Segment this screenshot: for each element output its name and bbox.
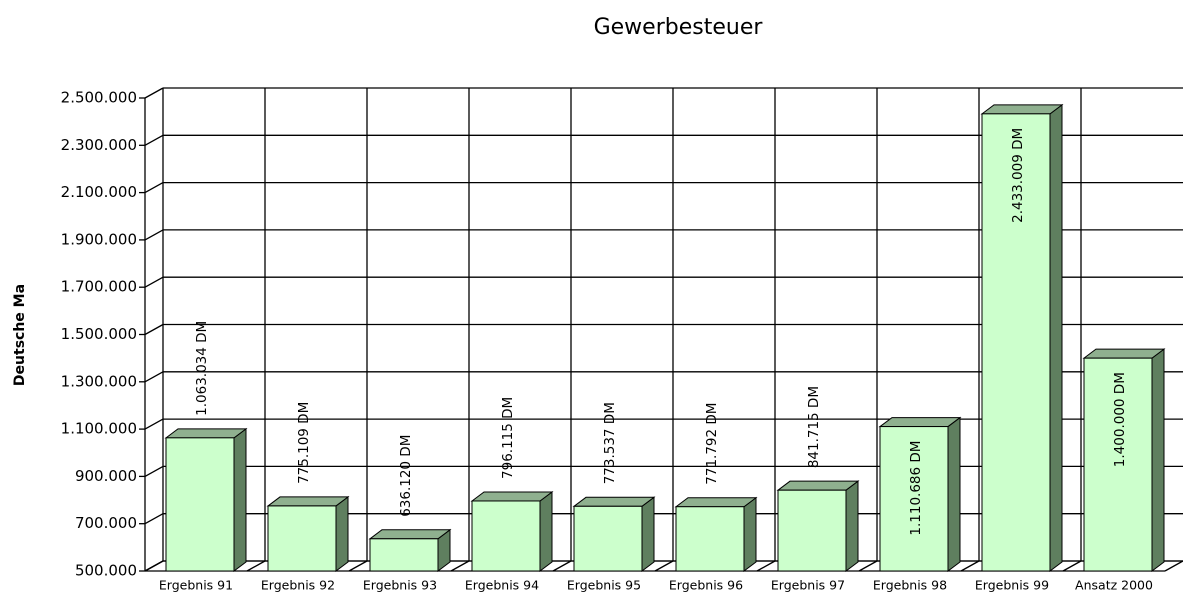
bar <box>369 538 439 572</box>
grid-line <box>144 229 164 241</box>
floor-divider <box>450 560 470 572</box>
bar-top <box>164 428 248 439</box>
x-tick-label: Ergebnis 99 <box>975 578 1049 593</box>
bar <box>675 506 745 572</box>
floor-divider <box>858 560 878 572</box>
bar <box>267 505 337 572</box>
bar-side <box>335 495 349 572</box>
bar-top <box>878 417 962 428</box>
x-tick-label: Ergebnis 97 <box>771 578 845 593</box>
grid-line <box>144 134 164 146</box>
bar-side <box>1049 103 1063 572</box>
floor-divider <box>1164 560 1183 572</box>
bar-side <box>743 496 757 572</box>
bar <box>1083 357 1153 572</box>
x-tick-label: Ergebnis 95 <box>567 578 641 593</box>
bar-side <box>1151 348 1165 572</box>
bar <box>777 489 847 572</box>
y-tick-label: 1.700.000 <box>61 278 137 296</box>
y-tick-label: 1.500.000 <box>61 325 137 343</box>
x-tick-label: Ergebnis 94 <box>465 578 539 593</box>
y-tick-label: 1.100.000 <box>61 420 137 438</box>
bar-side <box>233 427 247 572</box>
bar <box>573 505 643 572</box>
grid-line <box>144 182 164 194</box>
floor-divider <box>756 560 776 572</box>
bar-top <box>266 496 350 507</box>
value-label: 775.109 DM <box>296 402 312 484</box>
grid-line <box>144 276 164 288</box>
bar-top <box>470 491 554 502</box>
y-tick-label: 500.000 <box>75 562 137 580</box>
bar-side <box>845 480 859 572</box>
bar-side <box>539 490 553 572</box>
value-label: 841.715 DM <box>806 386 822 468</box>
value-label: 1.110.686 DM <box>908 441 924 536</box>
value-label: 2.433.009 DM <box>1010 128 1026 223</box>
value-label: 796.115 DM <box>500 397 516 479</box>
y-axis-label: Deutsche Ma <box>12 284 28 386</box>
x-tick-label: Ergebnis 93 <box>363 578 437 593</box>
x-tick-label: Ergebnis 98 <box>873 578 947 593</box>
grid-line <box>144 418 164 430</box>
chart-title: Gewerbesteuer <box>594 15 764 40</box>
y-tick-label: 2.100.000 <box>61 183 137 201</box>
value-label: 636.120 DM <box>398 435 414 517</box>
bar-top <box>980 104 1064 115</box>
grid-line <box>144 87 164 99</box>
y-tick-label: 2.500.000 <box>61 89 137 107</box>
grid-line <box>144 513 164 525</box>
bar <box>471 500 541 572</box>
grid-line <box>144 371 164 383</box>
floor-divider <box>1062 560 1082 572</box>
value-label: 1.063.034 DM <box>194 321 210 416</box>
bar-top <box>674 497 758 508</box>
grid-line <box>144 560 164 572</box>
grid-line <box>144 465 164 477</box>
x-tick-label: Ansatz 2000 <box>1075 578 1153 593</box>
value-label: 773.537 DM <box>602 402 618 484</box>
floor-divider <box>246 560 266 572</box>
y-tick-label: 700.000 <box>75 514 137 532</box>
bar-side <box>947 416 961 572</box>
floor-divider <box>654 560 674 572</box>
y-tick-label: 2.300.000 <box>61 136 137 154</box>
bar-top <box>1082 348 1166 359</box>
value-label: 1.400.000 DM <box>1112 372 1128 467</box>
value-label: 771.792 DM <box>704 403 720 485</box>
bar <box>165 437 235 572</box>
bar-side <box>641 496 655 572</box>
x-tick-label: Ergebnis 96 <box>669 578 743 593</box>
floor-divider <box>960 560 980 572</box>
bar-top <box>368 529 452 540</box>
x-tick-label: Ergebnis 91 <box>159 578 233 593</box>
y-tick-label: 1.300.000 <box>61 372 137 390</box>
floor-divider <box>552 560 572 572</box>
x-tick-label: Ergebnis 92 <box>261 578 335 593</box>
y-tick-label: 900.000 <box>75 467 137 485</box>
floor-divider <box>348 560 368 572</box>
grid-line <box>144 323 164 336</box>
bar-top <box>776 480 860 491</box>
y-tick-label: 1.900.000 <box>61 230 137 248</box>
bar-top <box>572 496 656 507</box>
bar <box>879 426 949 572</box>
bar <box>981 113 1051 572</box>
